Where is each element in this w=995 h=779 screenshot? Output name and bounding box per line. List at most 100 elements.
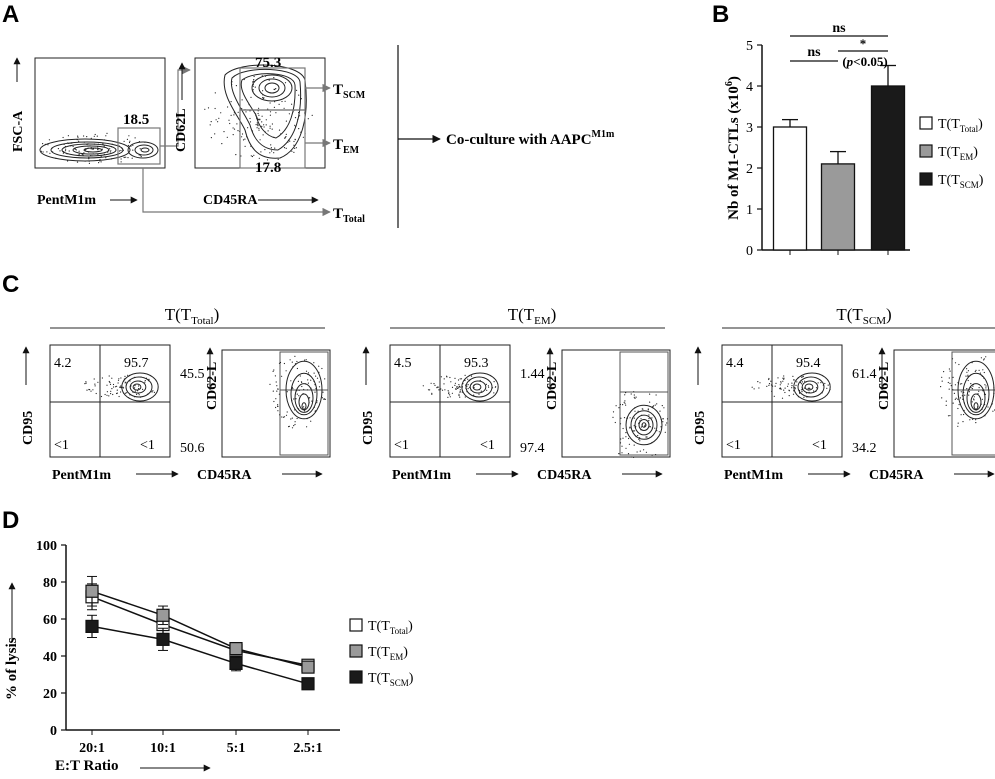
data-point [86, 585, 98, 597]
cd62-top-value: 45.5 [180, 367, 205, 382]
x-tick-label: 20:1 [79, 741, 105, 756]
gate-bottom-percentage: 17.8 [255, 160, 281, 176]
group-title: T(TTotal) [165, 305, 220, 327]
legend-label: T(TEM) [938, 145, 978, 162]
legend: T(TTotal) T(TEM) T(TSCM) [350, 619, 414, 688]
gate-box-top [280, 352, 328, 390]
data-point [302, 661, 314, 673]
y-tick-label: 60 [43, 613, 57, 628]
facs-contours [794, 373, 830, 401]
pentm1m-label: PentM1m [37, 193, 96, 208]
legend-swatch [920, 117, 932, 129]
series-line [92, 591, 308, 667]
data-point [230, 657, 242, 669]
legend-label: T(TSCM) [938, 173, 984, 190]
legend-swatch [350, 671, 362, 683]
legend-label: T(TTotal) [368, 619, 413, 636]
x-tick-label: 5:1 [227, 741, 246, 756]
x-tick-label: 2.5:1 [293, 741, 322, 756]
y-tick-label: 80 [43, 576, 57, 591]
pentm1m-label: PentM1m [724, 468, 783, 483]
p-value-label: (p<0.05) [842, 54, 887, 69]
cd62l-label: CD62-L [205, 362, 220, 410]
coculture-label: Co-culture with AAPCM1m [446, 129, 615, 148]
facs-plot-frame [562, 350, 670, 457]
panel-letter-a: A [2, 1, 19, 28]
y-tick-label: 100 [36, 539, 57, 554]
ns-top-label: ns [832, 21, 846, 36]
pentm1m-label: PentM1m [392, 468, 451, 483]
y-tick-label: 4 [746, 80, 753, 95]
series-line [92, 597, 308, 666]
data-point [157, 633, 169, 645]
fsc-a-label: FSC-A [11, 110, 26, 152]
quadrant-value: 4.5 [394, 356, 412, 371]
tscm-label: TSCM [333, 82, 366, 101]
cd95-label: CD95 [21, 411, 36, 445]
cd62-top-value: 61.4 [852, 367, 877, 382]
quadrant-value: <1 [54, 438, 69, 453]
y-tick-label: 0 [746, 244, 753, 259]
data-point [302, 678, 314, 690]
gate-percentage: 18.5 [123, 112, 149, 128]
data-point [157, 609, 169, 621]
panel-letter-b: B [712, 1, 729, 28]
x-axis-label: E:T Ratio [55, 758, 118, 774]
legend: T(TTotal) T(TEM) T(TSCM) [920, 117, 984, 190]
cd62-bottom-value: 97.4 [520, 441, 545, 456]
y-tick-label: 1 [746, 203, 753, 218]
tem-label: TEM [333, 137, 360, 156]
gate-top-percentage: 75.3 [255, 55, 281, 71]
group-title: T(TSCM) [836, 305, 891, 327]
y-axis-label: % of lysis [4, 637, 20, 700]
cd45ra-label: CD45RA [197, 468, 252, 483]
cd45ra-label: CD45RA [537, 468, 592, 483]
cd95-label: CD95 [361, 411, 376, 445]
quadrant-value: <1 [140, 438, 155, 453]
legend-label: T(TEM) [368, 645, 408, 662]
pentm1m-label: PentM1m [52, 468, 111, 483]
y-tick-label: 3 [746, 121, 753, 136]
quadrant-value: <1 [480, 438, 495, 453]
legend-swatch [920, 173, 932, 185]
quadrant-value: <1 [812, 438, 827, 453]
ns-left-label: ns [807, 45, 821, 60]
quadrant-value: 95.3 [464, 356, 489, 371]
legend-label: T(TTotal) [938, 117, 983, 134]
bar [774, 127, 807, 250]
data-point [86, 620, 98, 632]
facs-contours [626, 405, 662, 445]
bar [822, 164, 855, 250]
legend-swatch [920, 145, 932, 157]
cd62-bottom-value: 34.2 [852, 441, 877, 456]
x-tick-label: 10:1 [150, 741, 176, 756]
group-title: T(TEM) [508, 305, 557, 327]
panel-c: T(TTotal) 4.2 95.7 <1 <1 CD95 PentM1m 45.5 50.6 C… [21, 305, 995, 483]
cd62l-label: CD62-L [877, 362, 892, 410]
cd62-bottom-value: 50.6 [180, 441, 205, 456]
y-axis-label: Nb of M1-CTLs (x106) [724, 76, 742, 220]
facs-dots [612, 391, 668, 458]
quadrant-value: 4.2 [54, 356, 72, 371]
facs-contours [40, 139, 158, 161]
y-tick-label: 20 [43, 687, 57, 702]
gate-box-bottom [620, 392, 668, 455]
cd45ra-label: CD45RA [203, 193, 258, 208]
cd95-label: CD95 [693, 411, 708, 445]
data-point [230, 643, 242, 655]
series-line [92, 626, 308, 683]
cd45ra-label: CD45RA [869, 468, 924, 483]
cd62l-label: CD62L [174, 108, 189, 152]
quadrant-value: 95.7 [124, 356, 149, 371]
legend-label: T(TSCM) [368, 671, 414, 688]
cd62l-label: CD62-L [545, 362, 560, 410]
bar [872, 86, 905, 250]
y-tick-label: 0 [50, 724, 57, 739]
quadrant-value: 4.4 [726, 356, 744, 371]
facs-contours [224, 65, 306, 158]
